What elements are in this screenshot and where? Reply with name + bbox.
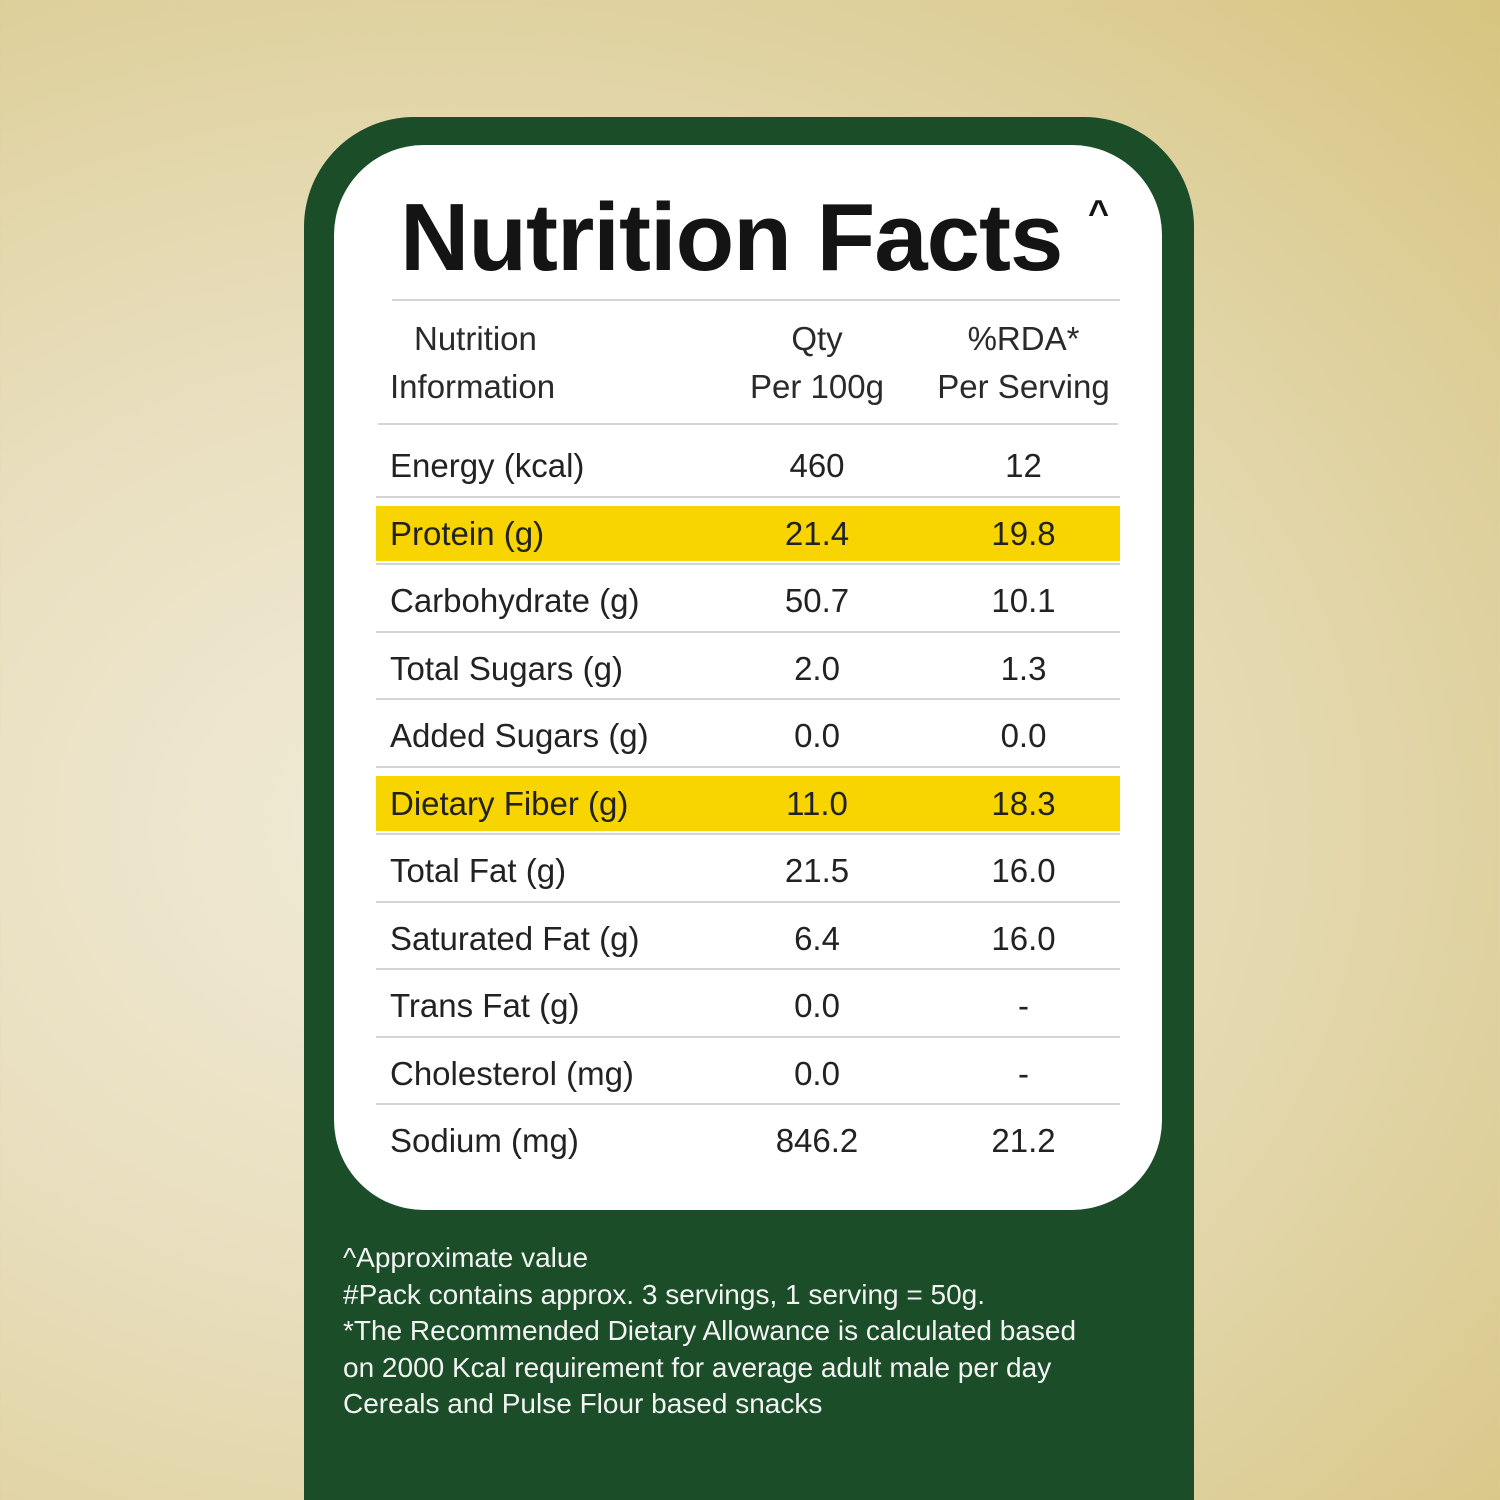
- table-row: Energy (kcal) 460 12: [376, 430, 1120, 498]
- title-approx-mark: ^: [1088, 192, 1110, 233]
- row-qty: 846.2: [775, 1122, 859, 1159]
- row-rda: 18.3: [991, 784, 1056, 822]
- header-col1-line1: Nutrition: [414, 320, 537, 357]
- footnote-approx: ^Approximate value: [343, 1242, 589, 1273]
- header-col1-line2: Information: [390, 368, 556, 405]
- header-col2-line1: Qty: [791, 320, 843, 357]
- row-divider: [376, 630, 1120, 633]
- row-nutrient: Added Sugars (g): [390, 717, 649, 754]
- header-col2-line2: Per 100g: [750, 368, 884, 405]
- table-row: Trans Fat (g) 0.0 -: [376, 970, 1120, 1038]
- row-rda: 16.0: [991, 919, 1056, 957]
- row-qty: 0.0: [794, 717, 840, 754]
- table-row: Total Fat (g) 21.5 16.0: [376, 835, 1120, 903]
- footnote-rda-1: *The Recommended Dietary Allowance is ca…: [343, 1315, 1077, 1346]
- row-divider: [376, 698, 1120, 700]
- header-divider: [378, 423, 1118, 425]
- row-qty: 21.4: [784, 514, 850, 552]
- row-nutrient: Saturated Fat (g): [390, 919, 640, 957]
- row-nutrient: Cholesterol (mg): [390, 1054, 634, 1092]
- row-rda: 0.0: [1000, 717, 1047, 754]
- row-rda: -: [1018, 987, 1029, 1024]
- row-divider: [376, 765, 1120, 768]
- row-divider: [376, 968, 1120, 970]
- title-divider: [392, 299, 1120, 301]
- row-nutrient: Total Fat (g): [390, 852, 567, 889]
- row-divider: [376, 563, 1120, 565]
- row-nutrient: Sodium (mg): [390, 1122, 579, 1159]
- row-nutrient: Protein (g): [390, 514, 545, 552]
- header-col3-line1: %RDA*: [967, 320, 1080, 357]
- table-row: Carbohydrate (g) 50.7 10.1: [376, 565, 1120, 633]
- row-divider: [376, 1035, 1120, 1038]
- table-row: Sodium (mg) 846.2 21.2: [376, 1105, 1120, 1173]
- row-rda: 19.8: [991, 514, 1056, 552]
- row-rda: 12: [1005, 447, 1042, 484]
- header-nutrition-information: Nutrition Information: [390, 315, 555, 411]
- row-qty: 50.7: [784, 582, 850, 619]
- row-qty: 6.4: [794, 919, 840, 957]
- row-qty: 460: [789, 447, 845, 484]
- table-row: Dietary Fiber (g) 11.0 18.3: [376, 768, 1120, 835]
- table-row: Total Sugars (g) 2.0 1.3: [376, 633, 1120, 700]
- row-rda: -: [1018, 1054, 1029, 1092]
- footnote-pack: #Pack contains approx. 3 servings, 1 ser…: [343, 1278, 986, 1310]
- header-qty-per-100g: Qty Per 100g: [712, 315, 922, 411]
- nutrition-card: [334, 145, 1162, 1210]
- row-qty: 2.0: [794, 649, 840, 687]
- row-qty: 11.0: [786, 784, 848, 822]
- row-nutrient: Dietary Fiber (g): [390, 784, 629, 822]
- row-rda: 1.3: [1000, 649, 1047, 687]
- footnote-category: Cereals and Pulse Flour based snacks: [343, 1388, 823, 1419]
- row-divider: [376, 1103, 1120, 1105]
- nutrition-table: Energy (kcal) 460 12 Protein (g) 21.4 19.8 C…: [376, 430, 1120, 1173]
- row-divider: [376, 900, 1120, 903]
- row-nutrient: Trans Fat (g): [390, 987, 580, 1024]
- footnotes: ^Approximate value #Pack contains approx…: [343, 1240, 1163, 1423]
- row-highlight: [376, 505, 1120, 561]
- table-row: Saturated Fat (g) 6.4 16.0: [376, 903, 1120, 970]
- row-qty: 21.5: [784, 852, 850, 889]
- row-rda: 16.0: [991, 852, 1056, 889]
- table-row: Cholesterol (mg) 0.0 -: [376, 1038, 1120, 1105]
- row-qty: 0.0: [794, 987, 840, 1024]
- table-row: Added Sugars (g) 0.0 0.0: [376, 700, 1120, 768]
- row-nutrient: Carbohydrate (g): [390, 582, 640, 619]
- header-rda-per-serving: %RDA* Per Serving: [921, 315, 1126, 411]
- header-col3-line2: Per Serving: [937, 368, 1110, 405]
- table-row: Protein (g) 21.4 19.8: [376, 498, 1120, 565]
- page-title: Nutrition Facts: [400, 184, 1063, 291]
- row-highlight: [376, 775, 1120, 831]
- row-rda: 10.1: [991, 582, 1056, 619]
- row-nutrient: Total Sugars (g): [390, 649, 623, 687]
- row-rda: 21.2: [991, 1122, 1056, 1159]
- row-qty: 0.0: [794, 1054, 840, 1092]
- footnote-rda-2: on 2000 Kcal requirement for average adu…: [343, 1351, 1052, 1383]
- row-divider: [376, 833, 1120, 835]
- row-divider: [376, 495, 1120, 498]
- row-nutrient: Energy (kcal): [390, 447, 585, 484]
